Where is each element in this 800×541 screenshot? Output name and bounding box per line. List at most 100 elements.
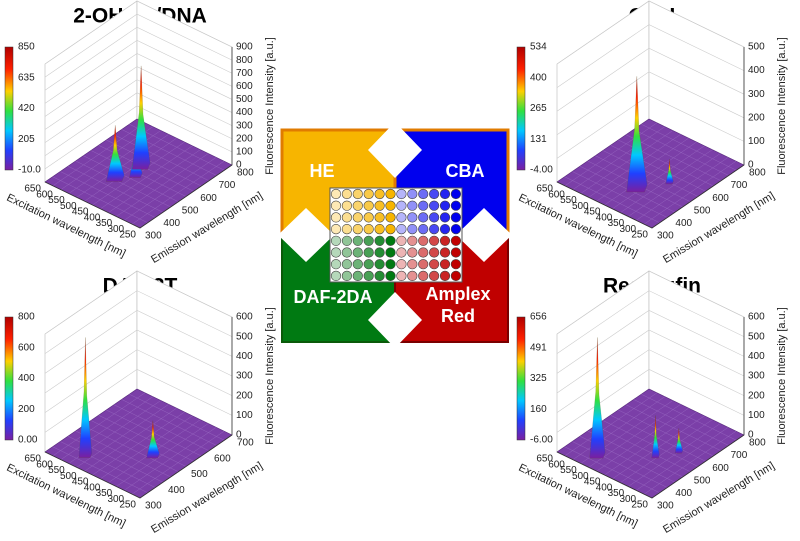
well: [363, 247, 374, 258]
well: [450, 188, 462, 200]
floor-edge: [44, 164, 233, 229]
well: [418, 212, 429, 223]
z-tick-label: 600: [748, 312, 765, 323]
quadrant-label: DAF-2DA: [294, 287, 373, 307]
z-axis-label: Fluorescence Intensity [a.u.]: [776, 37, 788, 175]
notch: [368, 122, 422, 178]
y-tick-label: 800: [749, 168, 766, 179]
x-tick-label: 300: [107, 224, 124, 235]
x-tick-label: 650: [24, 184, 41, 195]
z-tick-label: 500: [236, 94, 253, 105]
surface-mesh: [52, 122, 146, 186]
surface-mesh: [641, 394, 737, 441]
colorbar: [4, 46, 14, 171]
colorbar-tick-label: -4.00: [530, 165, 553, 176]
z-tick-label: 500: [748, 331, 765, 342]
x-tick-label: 600: [548, 189, 565, 200]
well: [363, 270, 374, 282]
well: [341, 259, 353, 270]
wall-grid-line: [556, 71, 745, 136]
well: [418, 200, 429, 211]
well: [385, 235, 396, 246]
y-tick-label: 400: [168, 485, 185, 496]
surface-peak: [105, 125, 125, 182]
x-tick-label: 650: [536, 184, 553, 195]
z-tick-label: 600: [236, 81, 253, 92]
well: [385, 224, 396, 235]
colorbar-tick-label: 200: [18, 404, 35, 415]
surface-mesh: [564, 392, 658, 456]
surface-peak: [78, 337, 93, 458]
colorbar-tick-label: 656: [530, 312, 547, 323]
wall-grid-line: [556, 24, 745, 88]
well: [450, 235, 462, 246]
well: [450, 247, 462, 258]
well: [352, 200, 363, 211]
x-tick-label: 250: [631, 500, 648, 511]
colorbar-tick-label: 160: [530, 404, 547, 415]
z-axis-label: Fluorescence Intensity [a.u.]: [264, 307, 276, 445]
surface-peak: [589, 337, 606, 459]
y-tick-label: 600: [712, 463, 729, 474]
plot-panel: COH534400265131-4.0001002003004005006506…: [517, 0, 788, 266]
z-tick-label: 300: [236, 120, 253, 131]
well: [352, 259, 363, 270]
z-tick-label: 300: [748, 89, 765, 100]
well: [374, 188, 385, 200]
well: [429, 188, 440, 200]
well: [352, 235, 363, 246]
z-tick-label: 100: [748, 410, 765, 421]
colorbar-tick-label: 205: [18, 134, 35, 145]
well: [418, 270, 429, 282]
y-tick-label: 500: [191, 469, 208, 480]
y-tick-label: 400: [675, 218, 692, 229]
colorbar: [4, 316, 14, 441]
x-tick-label: 400: [596, 212, 613, 223]
well: [429, 200, 440, 211]
z-tick-label: 0: [748, 160, 754, 171]
z-tick-label: 200: [748, 390, 765, 401]
z-tick-label: 500: [748, 42, 765, 53]
x-tick-label: 600: [36, 189, 53, 200]
well: [363, 212, 374, 223]
well: [418, 224, 429, 235]
y-tick-label: 700: [219, 180, 236, 191]
well: [341, 235, 353, 246]
z-tick-label: 0: [236, 430, 242, 441]
surface-peak: [131, 65, 151, 170]
surface-mesh: [60, 396, 153, 460]
x-tick-label: 350: [608, 488, 625, 499]
well: [352, 270, 363, 282]
well: [396, 235, 407, 246]
well: [439, 224, 451, 235]
well: [429, 235, 440, 246]
wall-grid-line: [44, 92, 233, 157]
wall-grid-line: [556, 329, 745, 394]
well: [450, 212, 462, 223]
well: [363, 224, 374, 235]
well: [385, 212, 396, 223]
well: [396, 270, 407, 282]
wall-grid-line: [556, 0, 745, 65]
x-tick-label: 450: [72, 477, 89, 488]
z-tick-label: 500: [236, 331, 253, 342]
z-tick-label: 200: [236, 133, 253, 144]
well: [396, 247, 407, 258]
z-tick-label: 400: [748, 351, 765, 362]
well: [439, 247, 451, 258]
well: [330, 259, 342, 270]
z-tick-label: 0: [236, 160, 242, 171]
notch: [278, 208, 334, 262]
z-tick-label: 100: [236, 147, 253, 158]
x-tick-label: 350: [96, 218, 113, 229]
y-tick-label: 700: [731, 180, 748, 191]
well: [330, 224, 342, 235]
wall-grid-line: [556, 47, 745, 112]
well: [363, 200, 374, 211]
wall-grid-line: [44, 329, 233, 394]
x-tick-label: 550: [560, 465, 577, 476]
y-tick-label: 300: [657, 501, 674, 512]
well: [352, 188, 363, 200]
well: [396, 200, 407, 211]
